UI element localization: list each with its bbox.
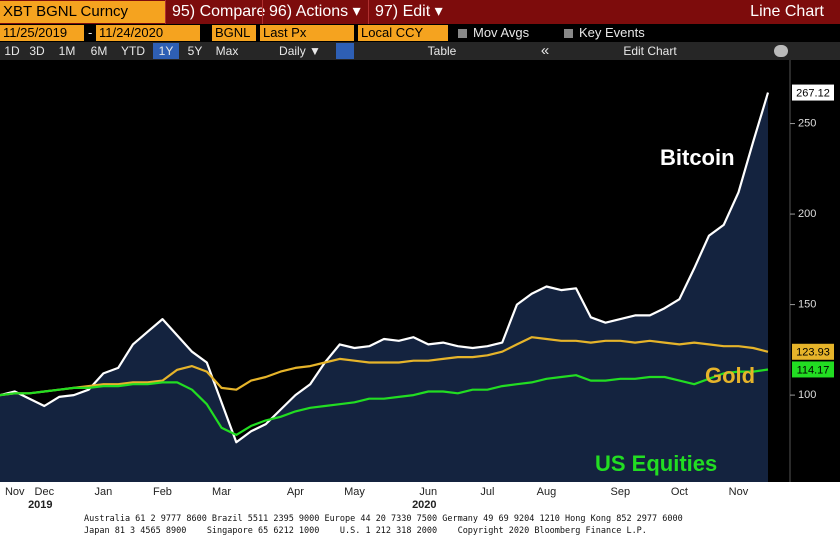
table-button[interactable]: Table (427, 44, 457, 58)
last-value-label: 123.93 (796, 347, 830, 359)
settings-icon[interactable] (774, 45, 788, 57)
period-button[interactable]: YTD (121, 44, 145, 58)
x-tick-label: Dec (35, 486, 55, 498)
last-value-box (792, 361, 834, 378)
last-value-label: 267.12 (796, 87, 830, 99)
year-label: 2020 (412, 499, 436, 511)
checkbox-label: Mov Avgs (473, 25, 530, 40)
x-tick-label: Jan (95, 486, 113, 498)
x-tick-label: Sep (611, 486, 631, 498)
x-tick-label: Jul (480, 486, 494, 498)
edit-chart-button[interactable]: Edit Chart (623, 44, 677, 58)
control-bar: 11/25/2019 - 11/24/2020 BGNL Last Px Loc… (0, 24, 840, 42)
last-value-box (792, 343, 834, 360)
toolbar-button[interactable]: 95) Compare (165, 0, 265, 24)
currency-select[interactable]: Local CCY (358, 25, 448, 41)
last-value-label: 114.17 (797, 364, 830, 376)
x-tick-label: Apr (287, 486, 304, 498)
period-button[interactable]: 6M (90, 44, 108, 58)
title-bar: XBT BGNL Curncy Line Chart 95) Compare 96… (0, 0, 840, 24)
line-icon[interactable] (336, 43, 354, 59)
x-tick-label: Mar (212, 486, 231, 498)
x-tick-label: Nov (729, 486, 749, 498)
series-line (0, 336, 769, 397)
toolbar-button[interactable]: 96) Actions ▾ (262, 0, 368, 24)
checkbox[interactable] (564, 29, 573, 38)
series-area (0, 92, 768, 482)
y-tick-label: 100 (798, 389, 816, 401)
toolbar-button[interactable]: 97) Edit ▾ (368, 0, 446, 24)
x-tick-label: Jun (419, 486, 437, 498)
period-button[interactable]: 1Y (153, 43, 179, 59)
checkbox-label: Key Events (579, 25, 645, 40)
x-tick-label: Oct (671, 486, 688, 498)
x-tick-label: Aug (537, 486, 557, 498)
series-name: Bitcoin (660, 145, 735, 170)
x-tick-label: Feb (153, 486, 172, 498)
view-name[interactable]: Line Chart (750, 3, 824, 20)
footer-line: Japan 81 3 4565 8900 Singapore 65 6212 1… (84, 526, 647, 536)
chart: 100 150 200 250 Nov Dec Jan Feb Mar Apr May Jun Jul A… (0, 60, 840, 512)
series-line (0, 368, 769, 436)
period-button[interactable]: 1D (4, 44, 20, 58)
last-value-box (792, 84, 834, 101)
security-field[interactable]: XBT BGNL Curncy (0, 1, 165, 23)
series-line (0, 92, 770, 444)
y-tick-label: 250 (798, 117, 816, 129)
collapse-button[interactable]: « (540, 42, 550, 59)
source-field[interactable]: BGNL (212, 25, 256, 41)
start-date[interactable]: 11/25/2019 (0, 25, 84, 41)
year-label: 2019 (28, 499, 52, 511)
checkbox[interactable] (458, 29, 467, 38)
footer-line: Australia 61 2 9777 8600 Brazil 5511 239… (84, 514, 683, 524)
field-select[interactable]: Last Px (260, 25, 354, 41)
y-tick-label: 200 (798, 208, 816, 220)
series-name: Gold (705, 363, 755, 388)
period-bar: Daily ▼ Table « Edit Chart 1D 3D 1M 6M YTD 1Y… (0, 42, 840, 60)
period-button[interactable]: 1M (58, 44, 76, 58)
x-tick-label: May (344, 486, 365, 498)
y-tick-label: 150 (798, 298, 816, 310)
period-button[interactable]: Max (215, 44, 239, 58)
series-name: US Equities (595, 451, 717, 476)
date-separator: - (88, 25, 93, 40)
axis-band (0, 482, 840, 512)
frequency-select[interactable]: Daily ▼ (279, 44, 321, 58)
end-date[interactable]: 11/24/2020 (96, 25, 200, 41)
x-tick-label: Nov (5, 486, 25, 498)
period-button[interactable]: 3D (29, 44, 45, 58)
period-button[interactable]: 5Y (187, 44, 203, 58)
